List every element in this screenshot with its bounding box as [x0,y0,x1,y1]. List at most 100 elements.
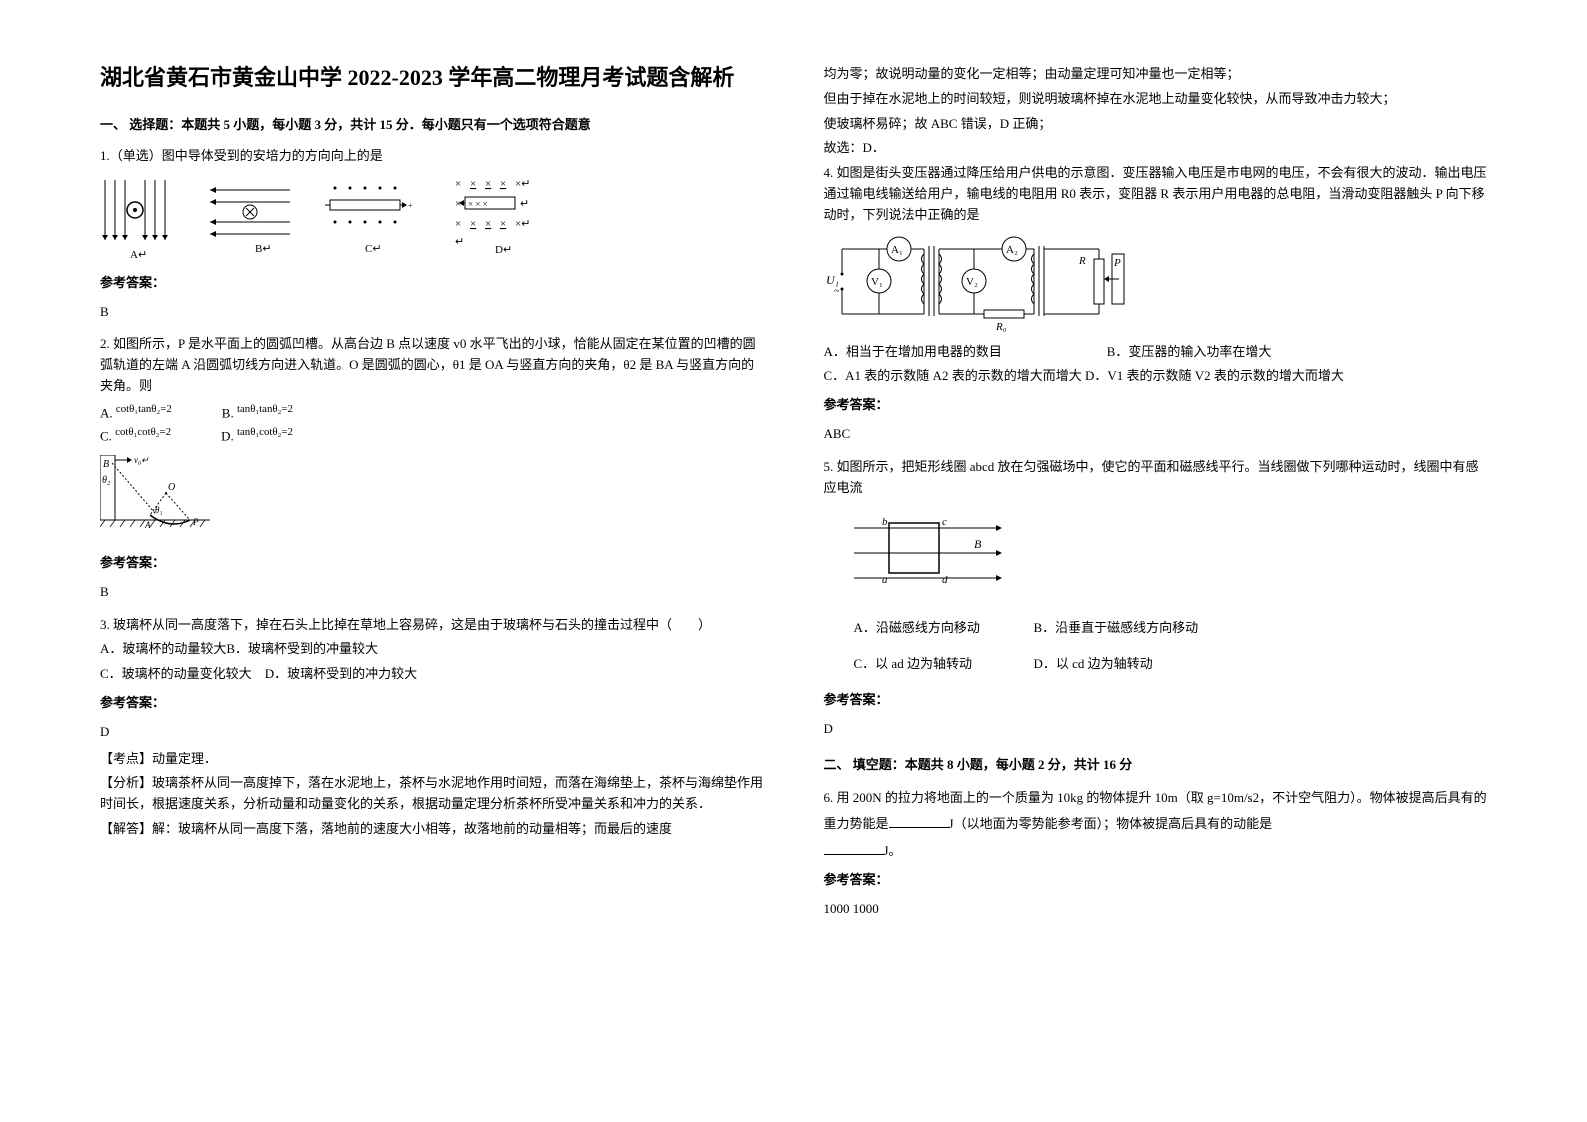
q2-answer: B [100,582,764,603]
svg-text:×↵: ×↵ [515,218,530,230]
q5-opt-c: C．以 ad 边为轴转动 [854,654,1004,675]
svg-text:×: × [470,218,476,230]
q4-text: 4. 如图是街头变压器通过降压给用户供电的示意图．变压器输入电压是市电网的电压，… [824,163,1488,225]
svg-text:+: + [408,201,413,210]
q2-opt-c: C. [100,428,112,443]
section1-title: 一、 选择题：本题共 5 小题，每小题 3 分，共计 15 分．每小题只有一个选… [100,115,764,136]
answer-label: 参考答案： [100,693,764,714]
question-1: 1.（单选）图中导体受到的安培力的方向向上的是 [100,146,764,322]
q3-fenxi: 玻璃茶杯从同一高度掉下，落在水泥地上，茶杯与水泥地作用时间短，而落在海绵垫上，茶… [100,775,763,811]
answer-label: 参考答案： [824,870,1488,891]
label-a: A↵ [130,249,147,261]
q2-opt-b: B. [222,405,234,420]
left-column: 湖北省黄石市黄金山中学 2022-2023 学年高二物理月考试题含解析 一、 选… [100,60,764,932]
q3-jieda2: 均为零；故说明动量的变化一定相等；由动量定理可知冲量也一定相等； [824,64,1488,85]
svg-text:×: × [500,218,506,230]
svg-text:×↵: ×↵ [515,178,530,190]
label-v1: V₁ [871,276,883,288]
label-big-b: B [974,537,982,551]
svg-text:×: × [500,178,506,190]
svg-text:×: × [455,218,461,230]
answer-label: 参考答案： [100,553,764,574]
q3-answer: D [100,722,764,743]
q3-opt-b: B．玻璃杯受到的冲量较大 [226,641,378,656]
q5-opt-b: B．沿垂直于磁感线方向移动 [1034,618,1199,639]
fenxi-label: 【分析】 [100,775,152,790]
q6-text3: J。 [884,843,902,858]
label-d: d [942,574,948,586]
svg-text:×: × [455,178,461,190]
label-a: a [882,574,888,586]
svg-text:× × ×: × × × [468,199,488,209]
svg-text:θ₂: θ₂ [102,475,111,486]
q4-opt-c: C．A1 表的示数随 A2 表的示数的增大而增大 [824,368,1082,383]
q5-answer: D [824,719,1488,740]
label-c: C↵ [365,243,382,255]
question-4: 4. 如图是街头变压器通过降压给用户供电的示意图．变压器输入电压是市电网的电压，… [824,163,1488,445]
kaodian-label: 【考点】 [100,751,152,766]
q5-opt-d: D．以 cd 边为轴转动 [1034,654,1184,675]
q2-opt-c-formula: cotθ₁cotθ₂=2 [115,426,171,438]
label-a2: A₂ [1006,244,1018,256]
q2-opt-d-formula: tanθ₁cotθ₂=2 [237,426,293,438]
svg-text:×: × [470,178,476,190]
label-a1: A₁ [891,244,903,256]
question-6: 6. 用 200N 的拉力将地面上的一个质量为 10kg 的物体提升 10m（取… [824,785,1488,919]
svg-text:↵: ↵ [455,236,464,248]
q3-jieda3: 但由于掉在水泥地上的时间较短，则说明玻璃杯掉在水泥地上动量变化较快，从而导致冲击… [824,89,1488,110]
svg-text:×: × [485,178,491,190]
question-5: 5. 如图所示，把矩形线圈 abcd 放在匀强磁场中，使它的平面和磁感线平行。当… [824,457,1488,740]
svg-text:P: P [192,517,199,527]
q2-opt-a-formula: cotθ₁tanθ₂=2 [116,403,172,415]
svg-text:×: × [485,218,491,230]
q6-text2: J（以地面为零势能参考面）；物体被提高后具有的动能是 [949,816,1273,831]
q4-answer: ABC [824,424,1488,445]
label-d: D↵ [495,244,512,256]
q5-opt-a: A．沿磁感线方向移动 [854,618,1004,639]
label-u1: U₁ [826,273,839,287]
q3-opt-d: D．玻璃杯受到的冲力较大 [265,666,417,681]
svg-text:A: A [144,520,151,530]
q3-kaodian: 动量定理． [152,751,217,766]
section2-title: 二、 填空题：本题共 8 小题，每小题 2 分，共计 16 分 [824,755,1488,776]
q4-opt-a: A．相当于在增加用电器的数目 [824,342,1104,363]
q1-text: 1.（单选）图中导体受到的安培力的方向向上的是 [100,146,764,167]
q3-jieda4: 使玻璃杯易碎；故 ABC 错误，D 正确； [824,114,1488,135]
question-2: 2. 如图所示，P 是水平面上的圆弧凹槽。从高台边 B 点以速度 v0 水平飞出… [100,334,764,602]
label-r: R [1078,255,1086,267]
svg-text:×: × [455,198,461,210]
q3-jieda1: 解：玻璃杯从同一高度下落，落地前的速度大小相等，故落地前的动量相等；而最后的速度 [152,821,672,836]
q6-answer: 1000 1000 [824,899,1488,920]
label-p: P [1113,257,1121,269]
right-column: 均为零；故说明动量的变化一定相等；由动量定理可知冲量也一定相等； 但由于掉在水泥… [824,60,1488,932]
question-3: 3. 玻璃杯从同一高度落下，掉在石头上比掉在草地上容易碎，这是由于玻璃杯与石头的… [100,615,764,840]
blank-1 [889,815,949,828]
q4-opt-d: D．V1 表的示数随 V2 表的示数的增大而增大 [1085,368,1344,383]
q3-opt-a: A．玻璃杯的动量较大 [100,641,226,656]
label-v2: V₂ [966,276,978,288]
answer-label: 参考答案： [824,690,1488,711]
q2-text: 2. 如图所示，P 是水平面上的圆弧凹槽。从高台边 B 点以速度 v0 水平飞出… [100,334,764,396]
document-title: 湖北省黄石市黄金山中学 2022-2023 学年高二物理月考试题含解析 [100,60,764,95]
svg-text:↵: ↵ [520,198,529,210]
blank-2 [824,842,884,855]
q3-text: 3. 玻璃杯从同一高度落下，掉在石头上比掉在草地上容易碎，这是由于玻璃杯与石头的… [100,615,764,636]
svg-text:v₀↵: v₀↵ [134,455,149,465]
q3-opt-c: C．玻璃杯的动量变化较大 [100,666,252,681]
label-c: c [942,516,947,528]
q2-opt-b-formula: tanθ₁tanθ₂=2 [237,403,293,415]
jieda-label: 【解答】 [100,821,152,836]
svg-text:O: O [168,482,175,493]
q2-opt-a: A. [100,405,113,420]
svg-text:~: ~ [834,286,840,297]
label-b: b [882,516,888,528]
q1-diagram: A↵ B↵ [100,175,764,265]
answer-label: 参考答案： [100,273,764,294]
q4-opt-b: B．变压器的输入功率在增大 [1107,344,1272,359]
q3-jieda5: 故选：D． [824,138,1488,159]
q2-opt-d: D. [221,428,234,443]
answer-label: 参考答案： [824,395,1488,416]
svg-text:θ₁: θ₁ [155,505,163,515]
q5-diagram: b c a d B [854,513,1488,603]
svg-text:B: B [103,459,109,470]
